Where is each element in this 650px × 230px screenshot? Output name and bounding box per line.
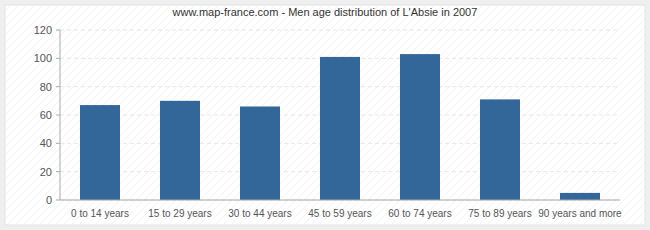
y-tick <box>56 30 60 31</box>
bar <box>320 57 360 200</box>
panel <box>5 5 645 225</box>
x-tick-label: 45 to 59 years <box>308 208 371 219</box>
x-tick-label: 90 years and more <box>538 208 622 219</box>
bar <box>400 54 440 200</box>
y-tick-label: 80 <box>40 81 52 93</box>
bar <box>160 101 200 200</box>
y-tick <box>56 171 60 172</box>
y-tick <box>56 200 60 201</box>
y-tick-label: 20 <box>40 166 52 178</box>
bar <box>80 105 120 200</box>
bars <box>80 54 600 200</box>
y-tick <box>56 86 60 87</box>
grid-line <box>60 200 620 201</box>
y-tick-label: 0 <box>46 194 52 206</box>
y-tick-label: 100 <box>34 52 52 64</box>
y-tick-label: 120 <box>34 24 52 36</box>
y-tick <box>56 115 60 116</box>
chart-container: www.map-france.com - Men age distributio… <box>0 0 650 230</box>
background <box>0 0 650 230</box>
y-tick <box>56 58 60 59</box>
bar <box>560 193 600 200</box>
chart-svg: www.map-france.com - Men age distributio… <box>0 0 650 230</box>
x-axis <box>60 200 620 201</box>
x-tick-label: 15 to 29 years <box>148 208 211 219</box>
y-axis <box>60 30 61 200</box>
x-tick-label: 30 to 44 years <box>228 208 291 219</box>
bar <box>480 99 520 200</box>
x-tick-label: 0 to 14 years <box>71 208 129 219</box>
bar <box>240 107 280 201</box>
y-tick-label: 60 <box>40 109 52 121</box>
y-tick <box>56 143 60 144</box>
x-tick-label: 60 to 74 years <box>388 208 451 219</box>
x-tick-label: 75 to 89 years <box>468 208 531 219</box>
grid-line <box>60 30 620 31</box>
y-tick-label: 40 <box>40 137 52 149</box>
chart-title: www.map-france.com - Men age distributio… <box>172 6 478 18</box>
